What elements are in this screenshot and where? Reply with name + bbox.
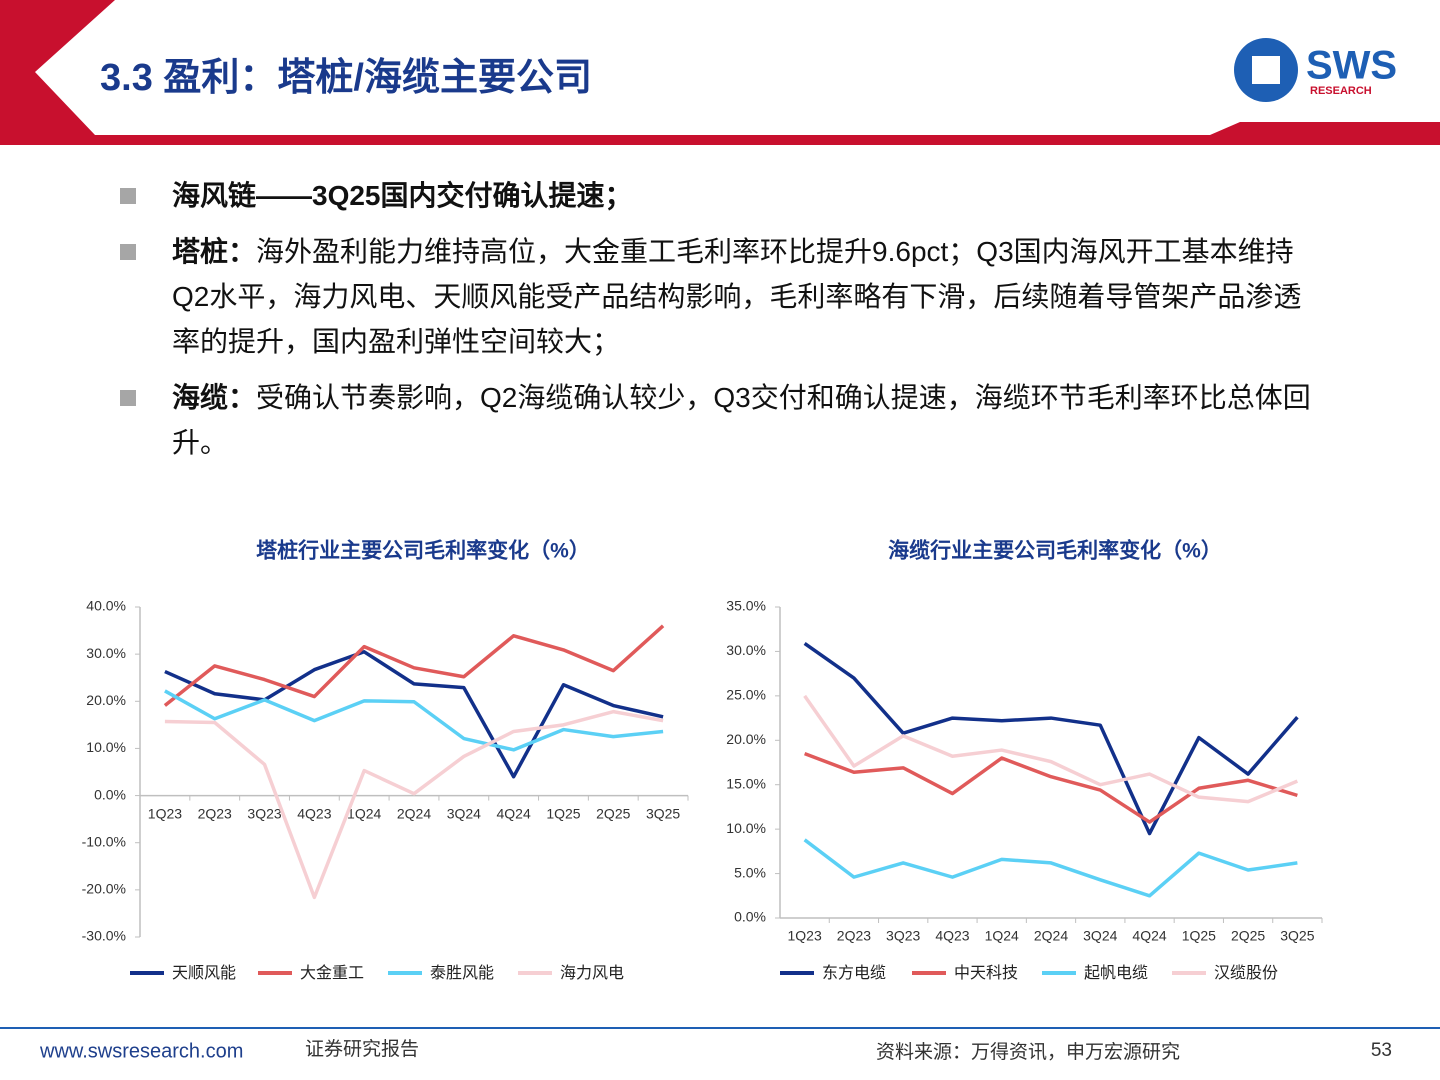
x-tick-label: 3Q23 — [247, 805, 281, 821]
x-tick-label: 3Q25 — [1280, 928, 1314, 944]
x-tick-label: 1Q25 — [1182, 928, 1216, 944]
series-line — [164, 709, 664, 900]
series-line — [803, 838, 1298, 898]
y-tick-label: 40.0% — [86, 598, 126, 614]
x-tick-label: 1Q24 — [347, 805, 381, 821]
y-tick-label: 5.0% — [734, 864, 766, 880]
x-tick-label: 4Q23 — [935, 928, 969, 944]
y-tick-label: 20.0% — [86, 692, 126, 708]
x-tick-label: 3Q23 — [886, 928, 920, 944]
chart-title: 塔桩行业主要公司毛利率变化（%） — [256, 539, 590, 563]
bullet-label: 海缆： — [172, 382, 257, 413]
legend-label: 汉缆股份 — [1214, 964, 1278, 982]
x-tick-label: 2Q25 — [1231, 928, 1265, 944]
legend-label: 中天科技 — [954, 964, 1018, 982]
x-tick-label: 2Q24 — [1034, 928, 1068, 944]
series-line — [164, 689, 664, 752]
y-tick-label: 25.0% — [726, 687, 766, 703]
y-tick-label: 20.0% — [726, 731, 766, 747]
logo-subtext: RESEARCH — [1310, 85, 1372, 97]
x-tick-label: 1Q23 — [788, 928, 822, 944]
logo-square — [1252, 56, 1280, 84]
x-tick-label: 2Q25 — [596, 805, 630, 821]
bullet: 海缆：受确认节奏影响，Q2海缆确认较少，Q3交付和确认提速，海缆环节毛利率环比总… — [120, 375, 1320, 465]
y-tick-label: -30.0% — [82, 928, 126, 944]
bullet: 塔桩：海外盈利能力维持高位，大金重工毛利率环比提升9.6pct；Q3国内海风开工… — [120, 229, 1320, 364]
bullet-text: 受确认节奏影响，Q2海缆确认较少，Q3交付和确认提速，海缆环节毛利率环比总体回升… — [172, 382, 1311, 458]
chart-title: 海缆行业主要公司毛利率变化（%） — [888, 539, 1222, 563]
legend-label: 天顺风能 — [172, 964, 236, 982]
y-tick-label: 30.0% — [726, 642, 766, 658]
y-tick-label: 0.0% — [94, 786, 126, 802]
y-tick-label: -20.0% — [82, 881, 126, 897]
bullet: 海风链——3Q25国内交付确认提速； — [120, 173, 1320, 218]
footer-report-type: 证券研究报告 — [305, 1038, 419, 1060]
x-tick-label: 3Q25 — [646, 805, 680, 821]
y-tick-label: 0.0% — [734, 909, 766, 925]
x-tick-label: 3Q24 — [1083, 928, 1117, 944]
logo-text: SWS — [1306, 44, 1397, 88]
x-tick-label: 1Q23 — [148, 805, 182, 821]
legend-label: 泰胜风能 — [430, 964, 494, 982]
footer-website: www.swsresearch.com — [39, 1040, 243, 1062]
x-tick-label: 2Q23 — [837, 928, 871, 944]
y-tick-label: 10.0% — [86, 739, 126, 755]
bullet-text: 海外盈利能力维持高位，大金重工毛利率环比提升9.6pct；Q3国内海风开工基本维… — [172, 236, 1302, 357]
slide-title: 3.3 盈利：塔桩/海缆主要公司 — [100, 57, 592, 99]
y-tick-label: 10.0% — [726, 820, 766, 836]
bullet-label: 塔桩： — [172, 236, 257, 267]
header-panel — [35, 0, 1440, 135]
x-tick-label: 4Q24 — [1132, 928, 1166, 944]
series-line — [803, 641, 1299, 836]
series-line — [803, 694, 1299, 804]
x-tick-label: 4Q24 — [497, 805, 531, 821]
footer-source: 资料来源：万得资讯，申万宏源研究 — [876, 1041, 1180, 1063]
y-tick-label: 35.0% — [726, 598, 766, 614]
x-tick-label: 1Q24 — [985, 928, 1019, 944]
legend-label: 大金重工 — [300, 964, 364, 982]
y-tick-label: 15.0% — [726, 775, 766, 791]
x-tick-label: 4Q23 — [297, 805, 331, 821]
y-tick-label: 30.0% — [86, 645, 126, 661]
series-line — [804, 751, 1298, 824]
x-tick-label: 2Q24 — [397, 805, 431, 821]
legend-label: 东方电缆 — [822, 964, 886, 982]
series-line — [164, 650, 664, 779]
series-line — [163, 624, 665, 707]
page-number: 53 — [1371, 1040, 1392, 1061]
legend-label: 起帆电缆 — [1084, 964, 1148, 982]
x-tick-label: 3Q24 — [447, 805, 481, 821]
x-tick-label: 1Q25 — [546, 805, 580, 821]
x-tick-label: 2Q23 — [198, 805, 232, 821]
y-tick-label: -10.0% — [82, 833, 126, 849]
bullet-label: 海风链——3Q25国内交付确认提速； — [172, 180, 633, 211]
legend-label: 海力风电 — [560, 964, 624, 982]
